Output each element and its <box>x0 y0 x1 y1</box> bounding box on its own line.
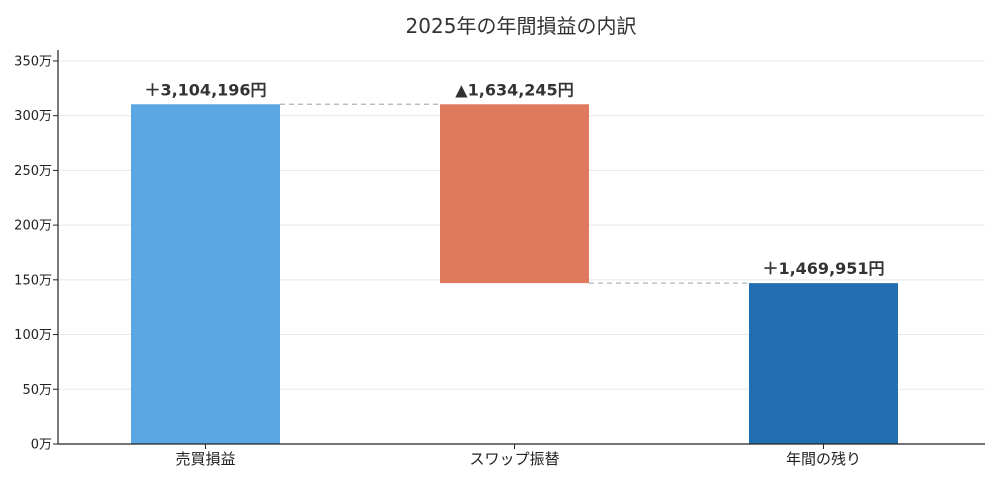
y-tick-label: 50万 <box>22 383 52 398</box>
bar-layer <box>131 104 898 444</box>
waterfall-bar <box>749 283 898 444</box>
chart-title: 2025年の年間損益の内訳 <box>406 14 637 38</box>
y-tick-label: 200万 <box>14 219 52 234</box>
y-tick-label: 100万 <box>14 328 52 343</box>
waterfall-bar <box>131 104 280 444</box>
axis-layer: 0万 50万 100万 150万 200万 250万 300万 350万 <box>14 50 985 453</box>
y-tick-label: 0万 <box>31 438 52 453</box>
x-category-label: スワップ振替 <box>469 450 559 468</box>
y-tick-label: 150万 <box>14 273 52 288</box>
bar-data-label: ▲1,634,245円 <box>455 80 573 99</box>
x-category-label: 年間の残り <box>786 450 861 468</box>
y-tick-label: 250万 <box>14 164 52 179</box>
y-tick-label: 350万 <box>14 54 52 69</box>
x-category-label: 売買損益 <box>175 450 235 468</box>
bar-data-label: ＋1,469,951円 <box>762 259 884 278</box>
bar-data-label: ＋3,104,196円 <box>144 80 266 99</box>
waterfall-bar <box>440 104 589 284</box>
y-tick-label: 300万 <box>14 109 52 124</box>
